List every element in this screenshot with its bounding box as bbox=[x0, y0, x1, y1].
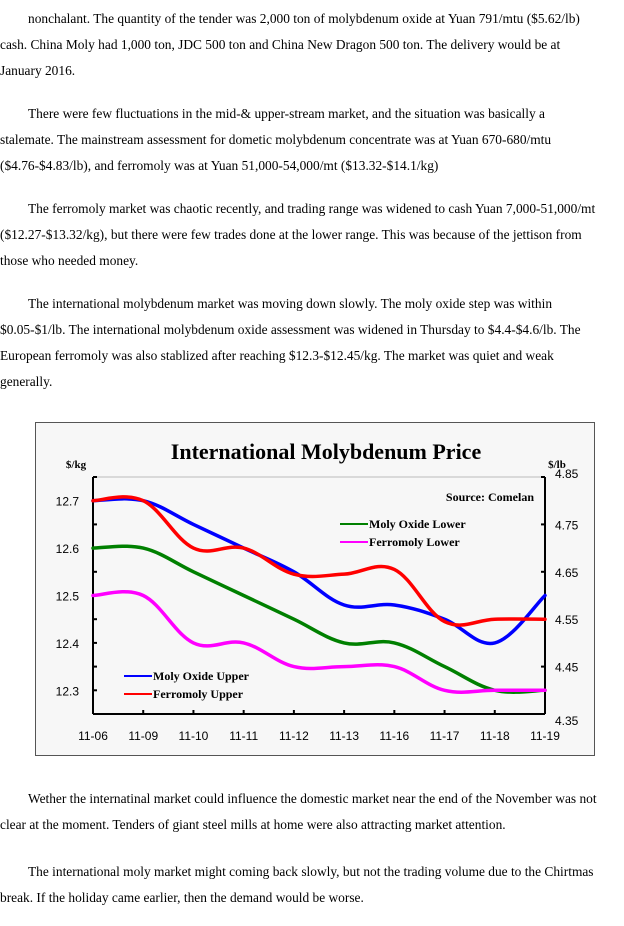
left-axis-unit: $/kg bbox=[66, 459, 87, 471]
paragraph: The international moly market might comi… bbox=[0, 859, 624, 911]
right-axis-tick-label: 4.85 bbox=[555, 467, 579, 481]
x-axis-tick-label: 11-09 bbox=[128, 729, 158, 743]
paragraph-line: cash. China Moly had 1,000 ton, JDC 500 … bbox=[0, 37, 561, 52]
left-axis-tick-label: 12.5 bbox=[56, 590, 80, 604]
left-axis-tick-label: 12.3 bbox=[56, 684, 80, 698]
left-axis-tick-label: 12.4 bbox=[56, 637, 80, 651]
paragraph-line: clear at the moment. Tenders of giant st… bbox=[0, 817, 506, 832]
right-axis-tick-label: 4.35 bbox=[555, 714, 579, 728]
x-axis-tick-label: 11-10 bbox=[179, 729, 209, 743]
left-axis-tick-label: 12.6 bbox=[56, 542, 80, 556]
paragraph-line: those who needed money. bbox=[0, 253, 139, 268]
paragraph-line: ($12.27-$13.32/kg), but there were few t… bbox=[0, 227, 582, 242]
left-axis-tick-label: 12.7 bbox=[56, 495, 80, 509]
paragraph: Wether the internatinal market could inf… bbox=[0, 786, 624, 838]
chart-source: Source: Comelan bbox=[446, 490, 534, 504]
paragraph-line: generally. bbox=[0, 374, 53, 389]
paragraph-line: nonchalant. The quantity of the tender w… bbox=[28, 11, 580, 26]
series-line-moly-oxide-upper bbox=[91, 497, 547, 646]
paragraph-line: The international molybdenum market was … bbox=[28, 296, 553, 311]
series-line-ferromoly-upper bbox=[91, 495, 547, 627]
right-axis-tick-label: 4.55 bbox=[555, 613, 579, 627]
paragraph: The ferromoly market was chaotic recentl… bbox=[0, 196, 624, 274]
x-axis-tick-label: 11-12 bbox=[279, 729, 309, 743]
paragraph-line: $0.05-$1/lb. The international molybdenu… bbox=[0, 322, 581, 337]
paragraph-line: ($4.76-$4.83/lb), and ferromoly was at Y… bbox=[0, 158, 439, 173]
legend-label: Moly Oxide Upper bbox=[153, 669, 250, 683]
series-line-moly-oxide-lower bbox=[91, 544, 547, 694]
plot-area: 12.7 12.6 12.5 12.4 12.3 4.85 4.75 4.65 4.55 4.45… bbox=[56, 467, 579, 743]
paragraph: There were few fluctuations in the mid-&… bbox=[0, 101, 624, 179]
right-axis-tick-label: 4.75 bbox=[555, 518, 579, 532]
chart-title: International Molybdenum Price bbox=[171, 439, 482, 464]
paragraph-line: break. If the holiday came earlier, then… bbox=[0, 890, 364, 905]
legend-label: Moly Oxide Lower bbox=[369, 517, 466, 531]
series-line-ferromoly-lower bbox=[91, 590, 547, 694]
x-axis-tick-label: 11-11 bbox=[229, 729, 258, 743]
x-axis-tick-label: 11-17 bbox=[430, 729, 460, 743]
legend-label: Ferromoly Upper bbox=[153, 687, 244, 701]
chart-canvas: International Molybdenum Price $/kg $/lb… bbox=[56, 439, 579, 743]
legend-label: Ferromoly Lower bbox=[369, 535, 460, 549]
paragraph: The international molybdenum market was … bbox=[0, 291, 624, 395]
paragraph: nonchalant. The quantity of the tender w… bbox=[0, 6, 624, 84]
paragraph-line: January 2016. bbox=[0, 63, 76, 78]
x-axis-tick-label: 11-18 bbox=[480, 729, 510, 743]
right-axis-unit: $/lb bbox=[548, 459, 566, 471]
right-axis-tick-label: 4.45 bbox=[555, 661, 579, 675]
x-axis-tick-label: 11-19 bbox=[530, 729, 560, 743]
molybdenum-price-chart: International Molybdenum Price $/kg $/lb… bbox=[35, 422, 595, 756]
x-axis-tick-label: 11-16 bbox=[379, 729, 409, 743]
paragraph-line: European ferromoly was also stablized af… bbox=[0, 348, 554, 363]
paragraph-line: stalemate. The mainstream assessment for… bbox=[0, 132, 552, 147]
paragraph-line: The international moly market might comi… bbox=[28, 864, 594, 879]
paragraph-line: Wether the internatinal market could inf… bbox=[28, 791, 597, 806]
paragraph-line: There were few fluctuations in the mid-&… bbox=[28, 106, 545, 121]
right-axis-tick-label: 4.65 bbox=[555, 566, 579, 580]
paragraph-line: The ferromoly market was chaotic recentl… bbox=[28, 201, 596, 216]
x-axis-tick-label: 11-06 bbox=[78, 729, 108, 743]
x-axis-tick-label: 11-13 bbox=[329, 729, 359, 743]
